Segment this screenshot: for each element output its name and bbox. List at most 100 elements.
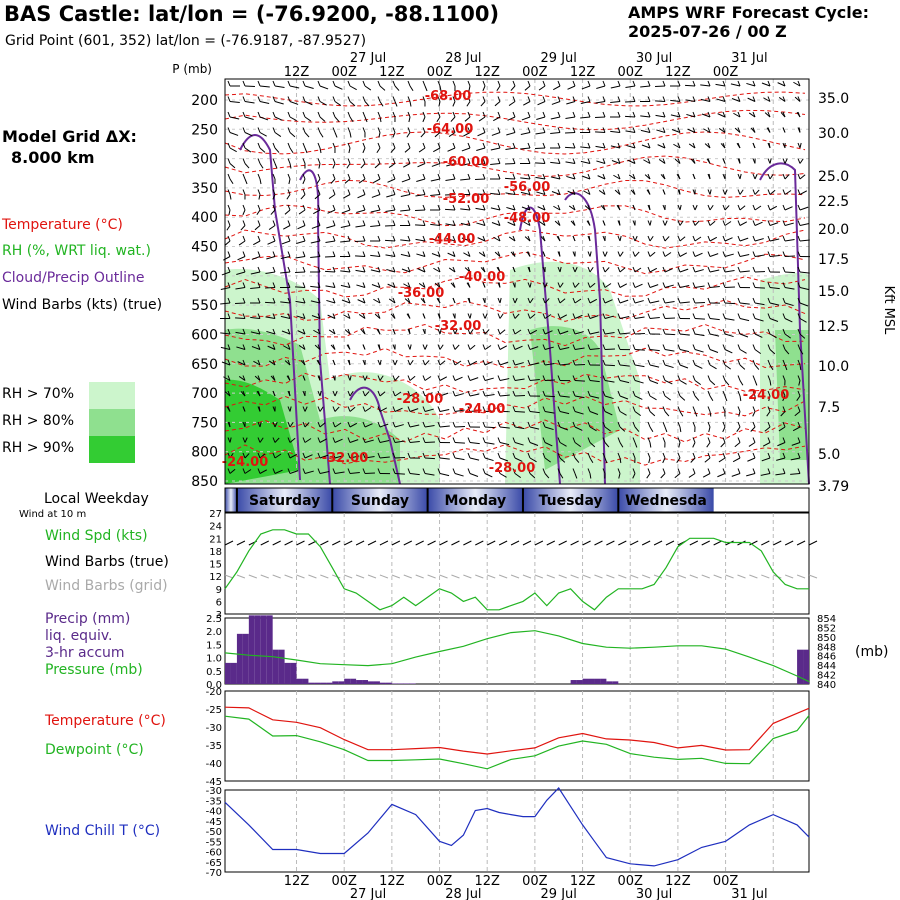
wind-barb <box>716 98 726 102</box>
wind-barb <box>437 344 441 350</box>
wind-barb <box>679 349 690 353</box>
wind-barb <box>767 359 771 366</box>
wind-barb <box>692 297 696 304</box>
wind-barb-grid <box>653 574 663 579</box>
wind-barb <box>467 328 471 335</box>
wind-barb <box>364 101 370 107</box>
wind-barb <box>409 441 420 443</box>
wind-barb <box>446 237 456 242</box>
wind-barb <box>761 457 771 462</box>
wind-barb <box>687 128 696 133</box>
wind-barb <box>767 452 771 459</box>
wind-barb <box>722 406 726 412</box>
wind-barb <box>508 101 516 106</box>
precip-bar <box>606 681 613 684</box>
wind-barb <box>394 473 405 475</box>
height-tick-label: 35.0 <box>818 91 849 107</box>
wind-barb <box>362 80 366 87</box>
wind-barb <box>287 390 291 397</box>
wind-barb <box>272 297 276 304</box>
wind-barb <box>287 437 291 443</box>
wind-barb-grid <box>475 574 484 579</box>
wind-barb-grid <box>689 574 698 579</box>
wind-barb <box>296 240 306 244</box>
wind-barb-true <box>391 540 401 546</box>
wind-barb <box>437 80 441 87</box>
wind-barb <box>287 297 291 304</box>
wind-barb <box>784 333 792 339</box>
wind-barb <box>664 380 673 385</box>
wind-barb <box>670 99 681 102</box>
wind-barb <box>572 297 576 304</box>
wind-barb <box>677 328 681 335</box>
wind-barb <box>568 205 576 211</box>
wind-barb <box>452 235 456 242</box>
wind-barb <box>694 269 704 273</box>
wind-barb <box>467 437 471 443</box>
wind-barb <box>677 266 681 273</box>
wind-barb <box>289 116 297 122</box>
wind-barb <box>497 282 501 288</box>
wind-barb <box>272 173 276 180</box>
wind-barb <box>778 97 786 102</box>
height-tick-label: 22.5 <box>818 194 849 210</box>
wind-barb <box>259 437 264 443</box>
wind-barb <box>499 457 509 462</box>
wind-barb <box>692 173 696 180</box>
wind-barb-true <box>439 540 448 546</box>
wind-barb <box>317 468 321 474</box>
wind-barb <box>392 96 396 102</box>
wind-barb <box>302 178 306 185</box>
wind-barb <box>340 270 351 273</box>
wind-barb <box>392 421 396 428</box>
wind-barb <box>227 266 231 273</box>
wind-barb <box>407 111 411 118</box>
pressure-tick-label: 800 <box>191 445 218 461</box>
wind-barb <box>454 328 458 335</box>
wind-barb-true <box>498 540 508 546</box>
legend-pressure: Pressure (mb) <box>45 662 143 678</box>
wind-barb <box>379 375 384 381</box>
wind-barb <box>602 158 606 164</box>
wind-barb <box>499 394 510 397</box>
wind-barb <box>362 375 366 381</box>
pressure-tick-label: 650 <box>191 357 218 373</box>
model-grid-label: Model Grid ΔX: <box>2 127 137 146</box>
wind-barb <box>784 318 793 323</box>
wind-barb <box>334 116 340 122</box>
wind-barb <box>722 452 726 459</box>
wind-barb <box>439 473 450 477</box>
wind-barb <box>437 173 441 180</box>
wind-barb <box>529 379 540 381</box>
wind-barb <box>467 189 471 195</box>
wind-barb <box>460 178 471 181</box>
wind-barb <box>464 116 471 122</box>
wind-barb <box>407 173 411 180</box>
wind-barb <box>707 328 711 335</box>
wind-barb <box>679 236 686 242</box>
wind-barb <box>632 344 636 350</box>
wind-barb <box>401 268 411 273</box>
wind-barb <box>317 80 321 87</box>
wind-barb <box>400 194 411 197</box>
wind-barb <box>392 158 396 164</box>
wind-barb <box>505 177 516 180</box>
legend-temperature: Temperature (°C) <box>2 217 123 233</box>
wind-barb <box>454 360 462 366</box>
wind-barb <box>287 452 291 459</box>
wind-barb <box>602 96 606 102</box>
wind-barb <box>332 468 336 474</box>
wind-barb <box>799 158 804 164</box>
wind-barb <box>244 178 248 185</box>
wind-barb <box>610 130 621 133</box>
wind-barb <box>722 127 726 133</box>
wind-barb <box>347 375 351 381</box>
date-label: 30 Jul <box>636 51 672 66</box>
wind-barb <box>677 359 681 366</box>
wind-barb <box>724 364 732 370</box>
wind-barb <box>257 375 261 381</box>
wind-barb <box>272 158 276 164</box>
wind-barb <box>259 163 264 169</box>
wind-barb <box>377 452 381 459</box>
wind-barb <box>227 452 231 459</box>
